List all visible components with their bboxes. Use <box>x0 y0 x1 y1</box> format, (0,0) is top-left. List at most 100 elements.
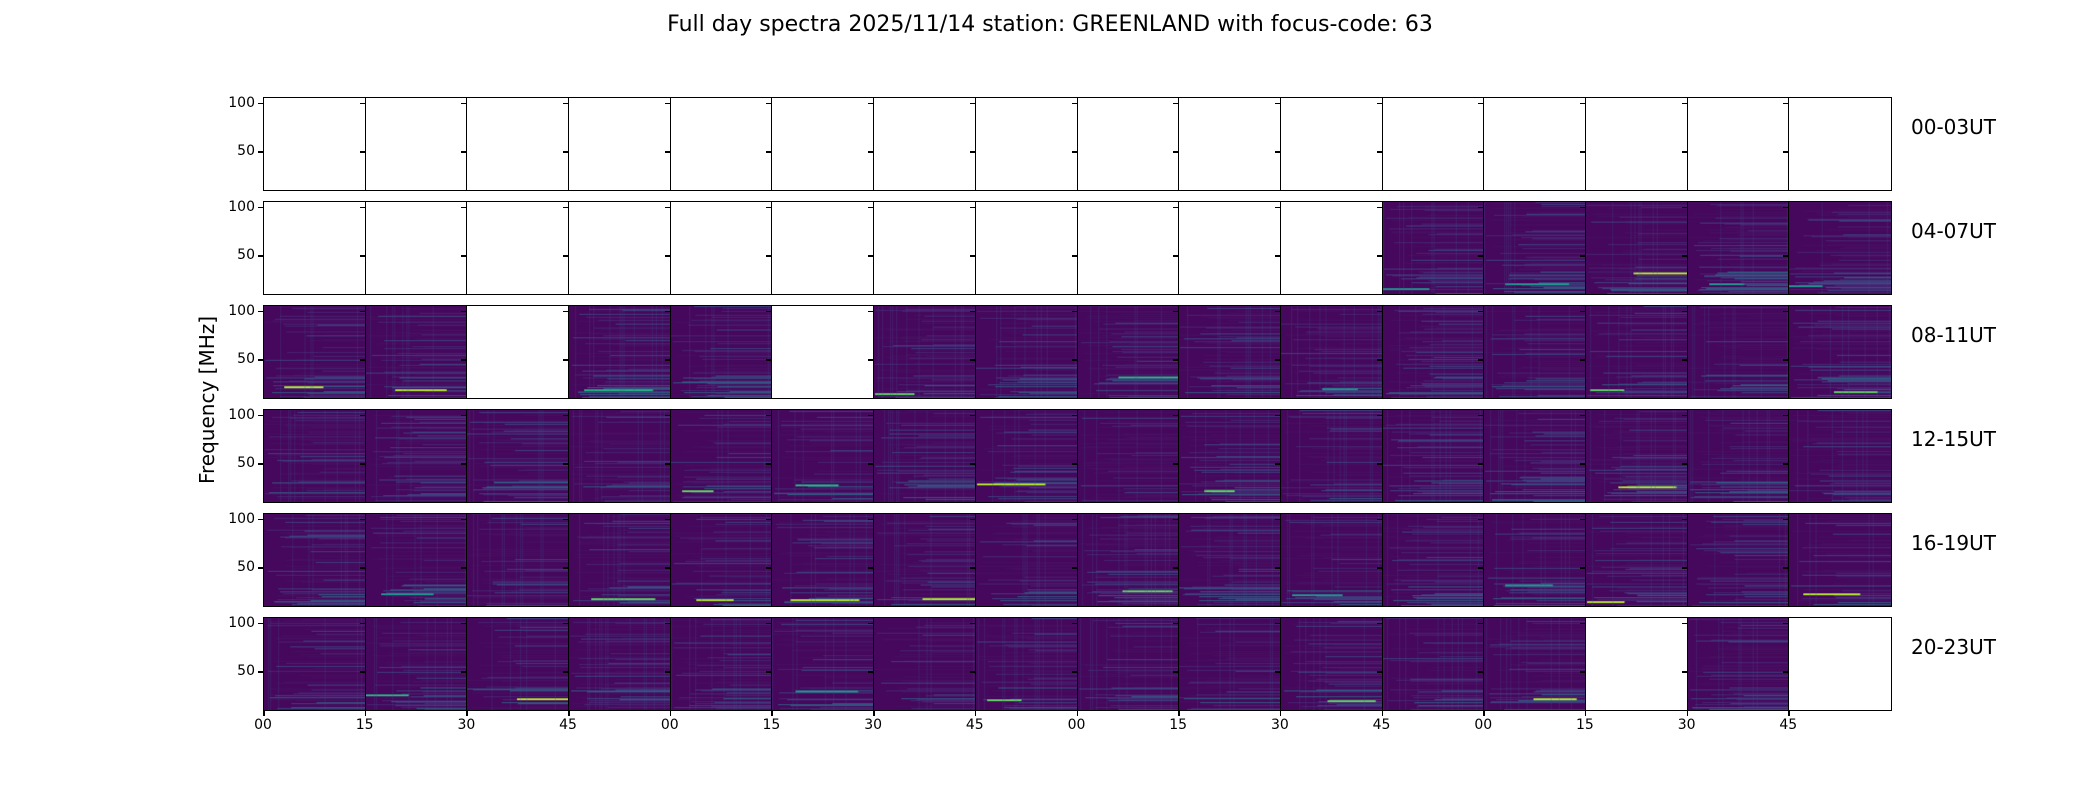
spectrogram-image <box>1382 618 1484 710</box>
y-tick <box>258 359 263 361</box>
y-tick <box>563 414 569 417</box>
x-tick <box>364 711 367 716</box>
y-tick <box>258 567 263 569</box>
x-tick-label: 45 <box>1372 717 1391 733</box>
spectrum-panel <box>263 409 367 503</box>
row-label: 20-23UT <box>1911 635 1996 659</box>
spectrum-panel <box>263 513 367 607</box>
spectrogram-image <box>874 514 976 606</box>
y-tick <box>563 671 569 673</box>
spectrum-panel <box>1584 305 1689 399</box>
y-tick <box>1071 102 1077 105</box>
y-tick <box>461 567 467 569</box>
y-tick <box>258 463 263 465</box>
y-tick <box>1579 567 1585 569</box>
spectrogram-image <box>1484 306 1586 398</box>
y-tick <box>868 151 874 153</box>
y-tick <box>1274 151 1280 153</box>
spectrum-panel <box>1076 513 1180 607</box>
y-tick <box>1071 359 1077 361</box>
y-tick <box>359 206 365 209</box>
spectrum-panel <box>873 201 977 295</box>
spectrum-panel <box>1584 201 1689 295</box>
y-tick <box>563 518 569 521</box>
y-tick <box>1579 671 1585 673</box>
y-tick <box>1071 567 1077 569</box>
y-tick <box>1376 310 1382 313</box>
y-tick <box>563 151 569 153</box>
y-tick <box>664 359 670 361</box>
y-tick <box>1376 414 1382 417</box>
y-tick <box>1274 206 1280 209</box>
spectrogram-image <box>264 306 366 398</box>
spectrum-panel <box>1178 97 1282 191</box>
spectrogram-image <box>365 618 467 710</box>
spectrum-panel <box>873 513 977 607</box>
y-tick <box>969 151 975 153</box>
y-tick <box>461 359 467 361</box>
spectrogram-image <box>772 618 874 710</box>
spectrum-panel <box>1483 201 1587 295</box>
x-tick-label: 00 <box>660 717 679 733</box>
y-tick <box>461 414 467 417</box>
spectrogram-image <box>772 410 874 502</box>
x-tick <box>1584 711 1587 716</box>
y-tick <box>258 151 263 153</box>
spectrum-panel <box>771 305 875 399</box>
y-tick <box>1173 518 1179 521</box>
y-tick <box>1783 414 1789 417</box>
y-tick <box>766 671 772 673</box>
y-tick <box>969 206 975 209</box>
spectrogram-image <box>670 618 772 710</box>
x-tick-label: 30 <box>457 717 476 733</box>
y-tick <box>1376 102 1382 105</box>
spectrum-panel <box>669 617 773 711</box>
spectrogram-image <box>1585 514 1688 606</box>
spectrum-panel <box>1788 513 1892 607</box>
spectrum-panel <box>1584 617 1689 711</box>
y-tick <box>1478 206 1484 209</box>
y-tick <box>1783 310 1789 313</box>
y-tick <box>1071 206 1077 209</box>
y-tick <box>1478 463 1484 465</box>
x-tick-label: 00 <box>254 717 272 733</box>
y-tick <box>1478 102 1484 105</box>
spectrogram-image <box>874 306 976 398</box>
y-tick <box>868 206 874 209</box>
spectrogram-image <box>670 410 772 502</box>
spectrum-panel <box>1381 305 1485 399</box>
y-tick <box>359 310 365 313</box>
spectrogram-image <box>1280 514 1383 606</box>
y-tick <box>1376 359 1382 361</box>
spectrum-panel <box>1279 513 1384 607</box>
y-tick <box>1173 255 1179 257</box>
y-tick <box>868 518 874 521</box>
y-tick <box>664 622 670 625</box>
y-tick <box>1173 622 1179 625</box>
y-tick <box>1579 151 1585 153</box>
y-tick-label: 100 <box>228 406 255 423</box>
y-tick <box>359 671 365 673</box>
spectrogram-image <box>1179 306 1281 398</box>
spectrum-panel <box>771 97 875 191</box>
spectrogram-image <box>1585 306 1688 398</box>
y-tick <box>664 102 670 105</box>
y-tick-label: 50 <box>237 663 255 680</box>
row-label: 16-19UT <box>1911 531 1996 555</box>
y-tick <box>1376 206 1382 209</box>
y-tick <box>1274 414 1280 417</box>
spectrogram-image <box>670 306 772 398</box>
y-tick <box>766 359 772 361</box>
spectrogram-image <box>1484 514 1586 606</box>
y-tick <box>1173 151 1179 153</box>
spectrogram-image <box>874 618 976 710</box>
spectrogram-image <box>569 514 671 606</box>
y-tick <box>359 102 365 105</box>
spectrum-panel <box>466 617 570 711</box>
spectrogram-image <box>1280 306 1383 398</box>
y-tick <box>1478 518 1484 521</box>
x-tick <box>1178 711 1180 716</box>
y-tick <box>1579 255 1585 257</box>
x-tick-label: 00 <box>1474 717 1493 733</box>
y-tick <box>1274 567 1280 569</box>
